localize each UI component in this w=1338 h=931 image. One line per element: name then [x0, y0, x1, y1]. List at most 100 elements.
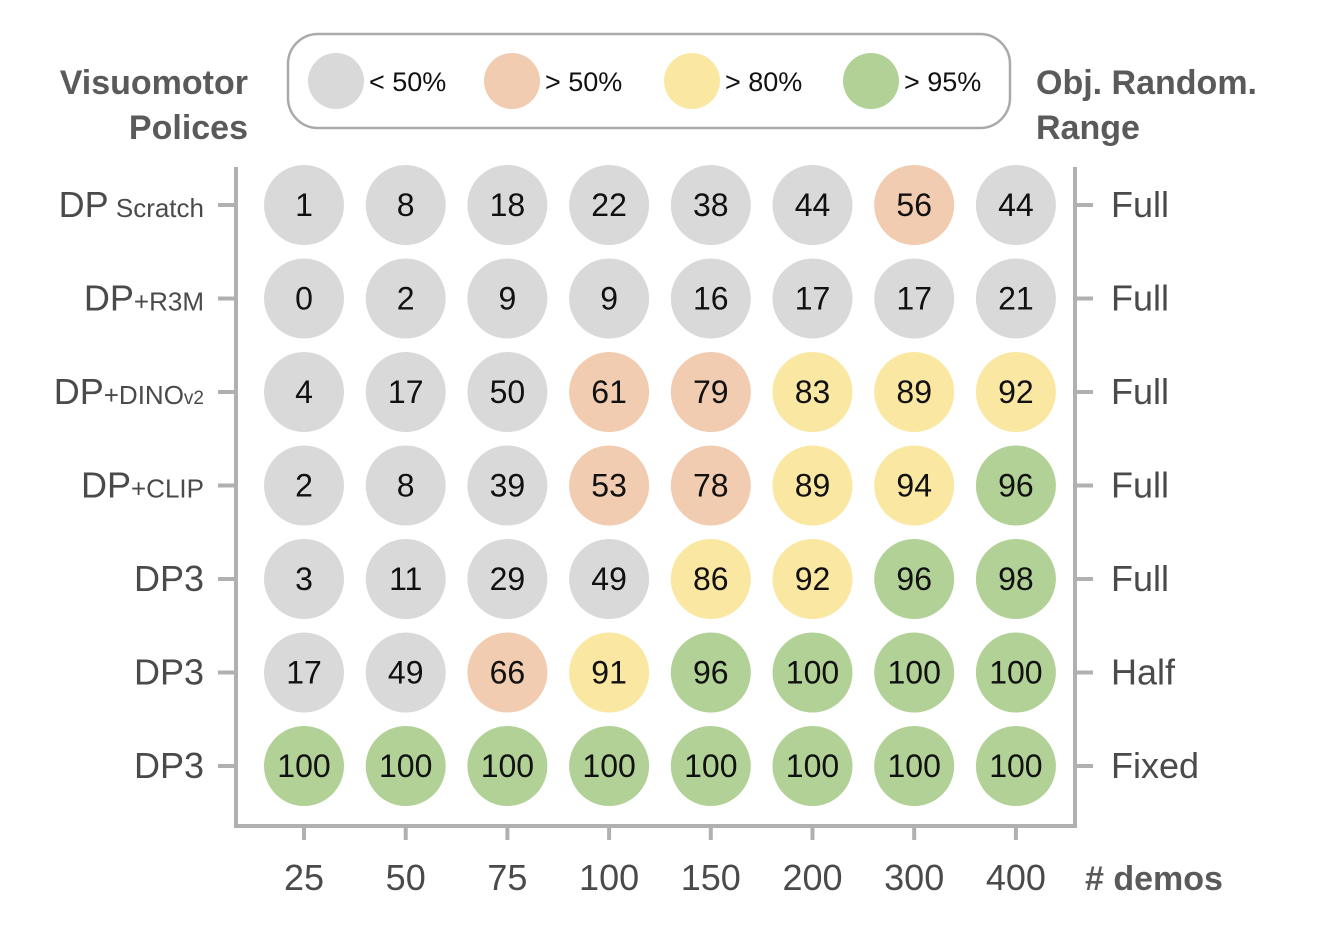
cell-circle [874, 258, 955, 339]
cell-circle [365, 258, 446, 339]
range-label: Half [1111, 652, 1176, 693]
cell-value: 49 [388, 655, 424, 691]
legend-swatch [484, 53, 540, 109]
x-tick-label: 400 [986, 857, 1046, 898]
row-label: DP+DINOv2 [54, 371, 204, 412]
cell-value: 91 [591, 655, 627, 691]
row-label: DP3 [134, 558, 204, 599]
cell-circle [569, 632, 650, 713]
cell-value: 44 [795, 187, 831, 223]
cell-circle [772, 352, 853, 432]
cell-circle [264, 352, 344, 432]
cell-value: 100 [684, 748, 737, 784]
cell-circle [874, 726, 955, 806]
cell-value: 66 [490, 655, 526, 691]
cell-value: 89 [896, 374, 932, 410]
cell-circle [264, 445, 344, 526]
cell-value: 22 [591, 187, 627, 223]
cells: 1 8 18 22 38 44 56 440 2 9 9 16 17 17 214 17 50 61 79 83 89 9… [264, 165, 1056, 806]
legend-swatch [664, 53, 720, 109]
row-label: DP3 [134, 745, 204, 786]
cell-value: 100 [888, 748, 941, 784]
cell-circle [874, 539, 955, 619]
cell-value: 78 [693, 468, 729, 504]
cell-circle [975, 632, 1056, 713]
legend-box [286, 32, 1012, 130]
cell-circle [670, 632, 751, 713]
cell-circle [569, 165, 650, 245]
cell-circle [874, 165, 955, 245]
cell-value: 100 [888, 655, 941, 691]
x-tick-label: 50 [386, 857, 426, 898]
cell-circle [670, 352, 751, 432]
cell-value: 39 [490, 468, 526, 504]
cell-circle [264, 258, 344, 339]
cell-circle [670, 165, 751, 245]
cell-value: 8 [397, 468, 415, 504]
cell-circle [467, 632, 548, 713]
cell-circle [365, 726, 446, 806]
cell-circle [874, 632, 955, 713]
x-tick-label: 75 [487, 857, 527, 898]
cell-value: 100 [989, 655, 1042, 691]
cell-circle [975, 165, 1056, 245]
cell-value: 9 [600, 281, 618, 317]
row-label: DP+CLIP [81, 465, 204, 506]
cell-circle [569, 445, 650, 526]
cell-value: 79 [693, 374, 729, 410]
cell-circle [365, 445, 446, 526]
cell-circle [467, 726, 548, 806]
cell-value: 17 [388, 374, 424, 410]
left-header-line-2: Polices [129, 109, 248, 147]
cell-value: 86 [693, 561, 729, 597]
range-label: Fixed [1111, 745, 1199, 786]
cell-circle [874, 352, 955, 432]
cell-circle [975, 258, 1056, 339]
row-label: DP Scratch [59, 184, 204, 225]
legend: < 50% > 50% > 80% > 95% [308, 53, 981, 109]
legend-label: > 95% [904, 67, 981, 97]
cell-value: 2 [397, 281, 415, 317]
cell-value: 100 [582, 748, 635, 784]
legend-label: < 50% [369, 67, 446, 97]
x-tick-label: 25 [284, 857, 324, 898]
range-label: Full [1111, 465, 1169, 506]
cell-value: 3 [295, 561, 313, 597]
cell-value: 100 [277, 748, 330, 784]
cell-circle [670, 445, 751, 526]
cell-circle [365, 539, 446, 619]
row-label: DP3 [134, 652, 204, 693]
x-axis-label: # demos [1085, 860, 1223, 898]
cell-circle [670, 726, 751, 806]
range-label: Full [1111, 558, 1169, 599]
row-label: DP+R3M [84, 278, 204, 319]
x-tick-label: 150 [681, 857, 741, 898]
x-tick-label: 200 [782, 857, 842, 898]
right-header-line-2: Range [1036, 109, 1140, 147]
cell-circle [874, 445, 955, 526]
cell-circle [467, 352, 548, 432]
cell-value: 56 [896, 187, 932, 223]
cell-value: 83 [795, 374, 831, 410]
cell-value: 0 [295, 281, 313, 317]
cell-circle [467, 539, 548, 619]
cell-circle [365, 352, 446, 432]
cell-value: 11 [389, 561, 422, 597]
cell-circle [264, 539, 344, 619]
cell-value: 17 [286, 655, 322, 691]
cell-value: 92 [795, 561, 831, 597]
x-tick-label: 300 [884, 857, 944, 898]
cell-value: 4 [295, 374, 313, 410]
cell-circle [569, 539, 650, 619]
cell-value: 53 [591, 468, 627, 504]
range-label: Full [1111, 184, 1169, 225]
cell-value: 92 [998, 374, 1034, 410]
cell-value: 44 [998, 187, 1034, 223]
legend-label: > 80% [725, 67, 802, 97]
legend-swatch [308, 53, 364, 109]
cell-circle [569, 726, 650, 806]
cell-circle [264, 632, 344, 713]
cell-value: 96 [693, 655, 729, 691]
cell-value: 49 [591, 561, 627, 597]
